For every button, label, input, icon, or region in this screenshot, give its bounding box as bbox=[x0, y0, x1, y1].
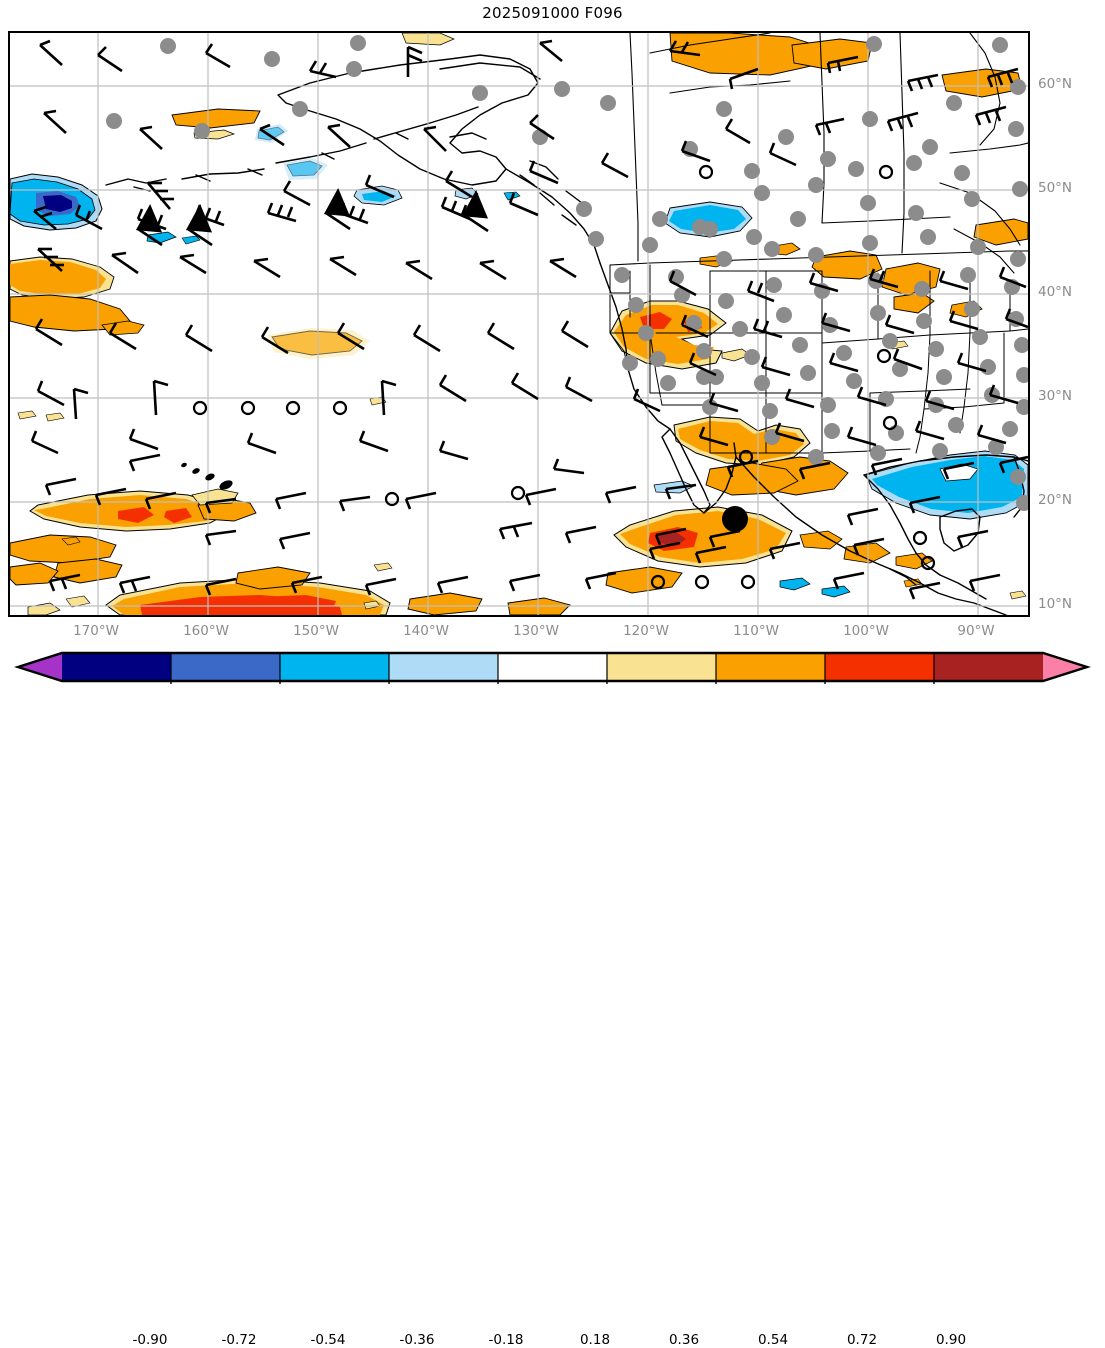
colorbar-tick-label: 0.36 bbox=[668, 1332, 700, 1348]
figure-root: 2025091000 F096 bbox=[0, 4, 1105, 1348]
cyclone-marker[interactable] bbox=[722, 506, 748, 532]
colorbar-tick-label: 0.54 bbox=[757, 1332, 789, 1348]
lon-tick-label: 150°W bbox=[293, 623, 339, 639]
colorbar-canvas bbox=[14, 651, 1091, 684]
colorbar-tick-label: -0.90 bbox=[132, 1332, 168, 1348]
map-panel[interactable] bbox=[8, 31, 1030, 617]
colorbar-tick-label: -0.18 bbox=[488, 1332, 524, 1348]
colorbar-tick-label: 0.18 bbox=[579, 1332, 611, 1348]
lon-tick-label: 100°W bbox=[843, 623, 889, 639]
lon-tick-label: 120°W bbox=[623, 623, 669, 639]
lon-tick-label: 130°W bbox=[513, 623, 559, 639]
lon-tick-label: 170°W bbox=[73, 623, 119, 639]
anomaly-fill-warm bbox=[10, 33, 1028, 615]
colorbar-ticks bbox=[170, 681, 935, 684]
calm-circles bbox=[192, 164, 936, 590]
colorbar-outline bbox=[14, 651, 1091, 683]
lon-tick-label: 140°W bbox=[403, 623, 449, 639]
colorbar-segments bbox=[18, 653, 1087, 681]
lat-tick-label: 60°N bbox=[1038, 76, 1073, 92]
lon-tick-label: 110°W bbox=[733, 623, 779, 639]
colorbar-tick-label: 0.90 bbox=[935, 1332, 967, 1348]
lat-tick-label: 50°N bbox=[1038, 180, 1073, 196]
lon-tick-label: 90°W bbox=[957, 623, 995, 639]
colorbar-tick-label: -0.54 bbox=[310, 1332, 346, 1348]
lon-tick-label: 160°W bbox=[183, 623, 229, 639]
lat-tick-label: 10°N bbox=[1038, 596, 1073, 612]
colorbar-tick-label: -0.72 bbox=[221, 1332, 257, 1348]
colorbar: -0.90 -0.72 -0.54 -0.36 -0.18 0.18 0.36 … bbox=[0, 650, 1105, 1348]
colorbar-tick-label: -0.36 bbox=[399, 1332, 435, 1348]
lat-tick-label: 20°N bbox=[1038, 492, 1073, 508]
wind-barbs bbox=[30, 39, 1028, 600]
colorbar-tick-label: 0.72 bbox=[846, 1332, 878, 1348]
figure-title: 2025091000 F096 bbox=[482, 4, 623, 22]
hawaii-islands bbox=[181, 462, 233, 490]
lat-tick-label: 30°N bbox=[1038, 388, 1073, 404]
lat-tick-label: 40°N bbox=[1038, 284, 1073, 300]
map-canvas bbox=[10, 33, 1028, 615]
